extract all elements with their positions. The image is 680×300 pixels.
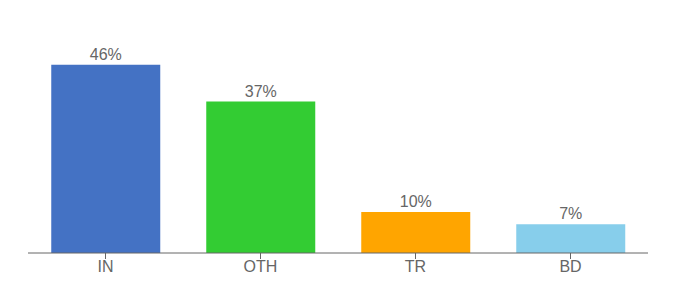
svg-text:7%: 7% (559, 205, 582, 222)
svg-text:OTH: OTH (244, 258, 278, 275)
svg-text:46%: 46% (90, 46, 122, 63)
svg-text:IN: IN (98, 258, 114, 275)
svg-text:TR: TR (405, 258, 426, 275)
svg-text:BD: BD (559, 258, 581, 275)
svg-text:37%: 37% (245, 83, 277, 100)
svg-text:10%: 10% (400, 193, 432, 210)
